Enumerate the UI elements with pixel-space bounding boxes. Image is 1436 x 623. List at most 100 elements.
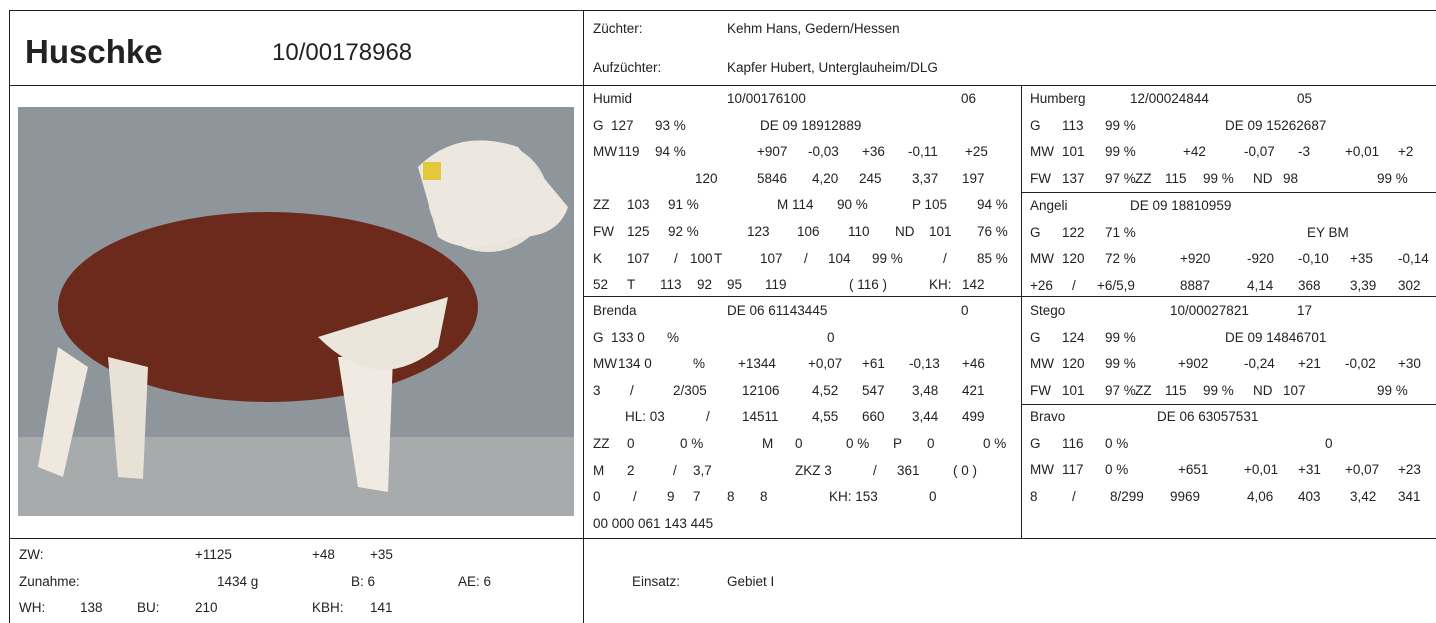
cell-text: 8 (727, 489, 735, 505)
cell-text: 142 (962, 277, 985, 293)
cell-text: DE 09 18810959 (1130, 198, 1232, 213)
cell-text: FW (1030, 382, 1051, 398)
cell-text: M (762, 436, 774, 451)
cell-text: 7 (693, 489, 701, 505)
cell-text: / (706, 409, 710, 425)
cell-text: EY BM (1307, 224, 1349, 240)
cell-text: 12106 (742, 382, 780, 398)
cell-text: ZZ (593, 436, 610, 451)
cell-text: 0 (795, 436, 803, 451)
cell-text: Angeli (1030, 198, 1068, 213)
cell-text: 104 (828, 250, 851, 266)
cell-text: +6/5,9 (1097, 277, 1135, 293)
cell-text: 421 (962, 382, 985, 398)
cell-text: / (633, 489, 637, 505)
rearer-label: Aufzüchter: (593, 60, 662, 75)
cell-text: / (674, 250, 678, 266)
cell-text: B: 6 (351, 573, 376, 589)
cell-text: T (627, 277, 636, 293)
cell-text: 138 (80, 600, 103, 616)
cell-text: -0,10 (1298, 251, 1329, 267)
cell-text: 94 % (655, 144, 686, 160)
cell-text: 5846 (757, 170, 788, 186)
cell-text: +35 (370, 547, 393, 562)
cell-text: Humid (593, 91, 633, 106)
cell-text: / (673, 462, 677, 478)
cell-text: 8 (760, 489, 768, 505)
cell-text: KH: (929, 277, 952, 293)
cell-text: MW (593, 144, 617, 160)
cell-text: 4,14 (1247, 277, 1274, 293)
cell-text: P 105 (912, 197, 948, 213)
cell-text: 0 (827, 329, 835, 345)
cell-text: 341 (1398, 488, 1421, 504)
herdbook-id: 10/00178968 (272, 39, 413, 66)
cell-text: ND (1253, 170, 1273, 186)
cell-text: 93 % (655, 117, 686, 133)
cell-text: G (1030, 329, 1041, 345)
border (1021, 192, 1436, 193)
cell-text: T (714, 250, 723, 266)
cell-text: WH: (19, 600, 46, 616)
cell-text: 99 % (1203, 382, 1234, 398)
cell-text: 134 0 (618, 356, 652, 372)
cell-text: 99 % (872, 250, 903, 266)
cell-text: M 114 (777, 197, 814, 213)
cell-text: % (693, 356, 706, 372)
cell-text: 05 (1297, 91, 1313, 106)
cell-text: +61 (862, 356, 885, 372)
cell-text: 210 (195, 600, 218, 616)
cell-text: +42 (1183, 144, 1206, 160)
cell-text: 119 (765, 277, 787, 293)
border (1021, 85, 1022, 538)
border (1021, 404, 1436, 405)
cell-text: / (1072, 488, 1076, 504)
cell-text: +0,01 (1345, 144, 1380, 160)
cell-text: Stego (1030, 303, 1066, 318)
cell-text: 120 (695, 170, 718, 186)
cell-text: 0 % (1105, 462, 1129, 478)
cell-text: 2 (627, 462, 635, 478)
cell-text: 3 (593, 382, 601, 398)
cell-text: / (943, 250, 947, 266)
cell-text: +23 (1398, 462, 1421, 478)
cell-text: 137 (1062, 170, 1085, 186)
rearer: Kapfer Hubert, Unterglauheim/DLG (727, 60, 938, 75)
cell-text: Brenda (593, 303, 637, 318)
cell-text: 06 (961, 91, 977, 106)
cell-text: 97 % (1105, 382, 1136, 398)
cell-text: 107 (627, 250, 650, 266)
cell-text: 0 (929, 489, 937, 505)
cell-text: 100 (690, 250, 713, 266)
cell-text: 8 (1030, 488, 1038, 504)
cell-text: G (1030, 117, 1041, 133)
cell-text: 3,39 (1350, 277, 1377, 293)
cell-text: 0 (593, 489, 601, 505)
border (583, 296, 1436, 297)
cell-text: +2 (1398, 144, 1414, 160)
cell-text: P (893, 436, 903, 451)
cell-text: ZZ (1135, 170, 1152, 186)
cell-text: G (1030, 224, 1041, 240)
cell-text: ND (1253, 382, 1273, 398)
photo (18, 107, 574, 516)
cell-text: +0,07 (808, 356, 843, 372)
cell-text: ND (895, 224, 915, 239)
cell-text: +920 (1180, 251, 1211, 267)
cell-text: 4,20 (812, 170, 839, 186)
cell-text: +30 (1398, 356, 1421, 372)
cell-text: 91 % (668, 197, 699, 213)
cell-text: 197 (962, 170, 985, 186)
cell-text: 94 % (977, 197, 1008, 213)
cell-text: 12/00024844 (1130, 91, 1209, 106)
cell-text: AE: 6 (458, 573, 492, 589)
cell-text: 00 000 061 143 445 (593, 515, 714, 531)
cell-text: M (593, 462, 605, 478)
cell-text: 4,06 (1247, 488, 1274, 504)
cell-text: 9969 (1170, 488, 1201, 504)
cell-text: FW (1030, 170, 1051, 186)
cell-text: 8887 (1180, 277, 1211, 293)
border (9, 85, 1436, 86)
cell-text: / (804, 250, 808, 266)
